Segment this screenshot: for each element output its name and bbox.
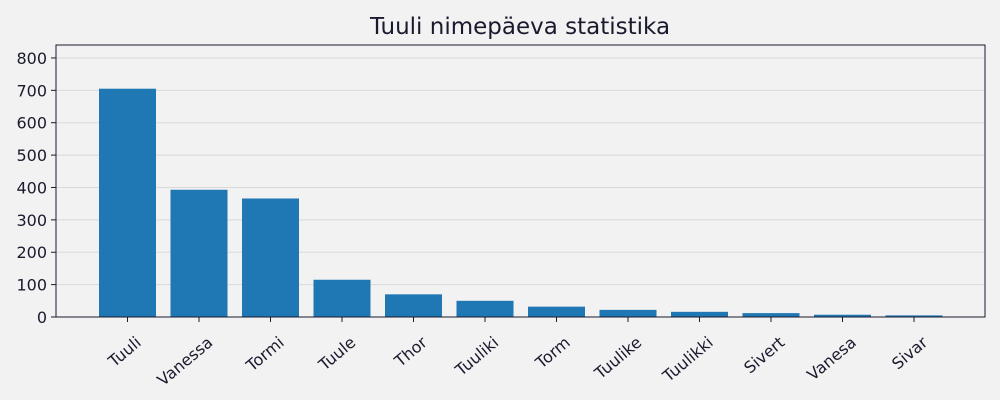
x-tick-label: Tuulike: [590, 333, 645, 384]
bar-thor: [385, 294, 442, 317]
x-tick-label: Tuuli: [104, 333, 145, 372]
chart-title: Tuuli nimepäeva statistika: [369, 14, 670, 40]
y-tick-label: 200: [16, 243, 47, 262]
bar-tuulikki: [671, 311, 728, 317]
y-tick-label: 100: [16, 276, 47, 295]
y-tick-label: 300: [16, 211, 47, 230]
x-tick-label: Tormi: [242, 333, 288, 376]
bar-vanesa: [814, 314, 871, 317]
y-tick-label: 600: [16, 114, 47, 133]
bars: [99, 88, 943, 317]
bar-torm: [528, 306, 585, 317]
x-tick-label: Sivert: [740, 333, 788, 378]
x-tick-label: Thor: [390, 332, 431, 371]
y-tick-label: 400: [16, 178, 47, 197]
y-tick-label: 800: [16, 49, 47, 68]
bar-vanessa: [170, 189, 228, 317]
y-axis: 0 100 200 300 400 500 600 700 800: [16, 49, 56, 327]
plot-frame: [55, 44, 986, 318]
bar-sivert: [742, 313, 800, 317]
x-tick-label: Torm: [531, 333, 574, 373]
x-tick-label: Tuule: [314, 333, 359, 375]
x-tick-label: Tuuliki: [451, 333, 502, 380]
y-tick-label: 700: [16, 81, 47, 100]
x-tick-label: Vanesa: [803, 333, 859, 385]
bar-tuule: [313, 279, 371, 317]
bar-tuuliki: [456, 300, 514, 317]
x-tick-label: Tuulikki: [658, 333, 717, 386]
y-tick-label: 0: [37, 308, 47, 327]
y-tick-label: 500: [16, 146, 47, 165]
x-tick-label: Vanessa: [154, 333, 217, 390]
x-axis: Tuuli Vanessa Tormi Tuule Thor Tuuliki Torm Tuu…: [104, 317, 932, 390]
bar-tormi: [242, 198, 299, 317]
bar-tuulike: [599, 309, 657, 317]
bar-sivar: [885, 315, 943, 317]
bar-tuuli: [99, 88, 156, 317]
x-tick-label: Sivar: [888, 332, 932, 373]
